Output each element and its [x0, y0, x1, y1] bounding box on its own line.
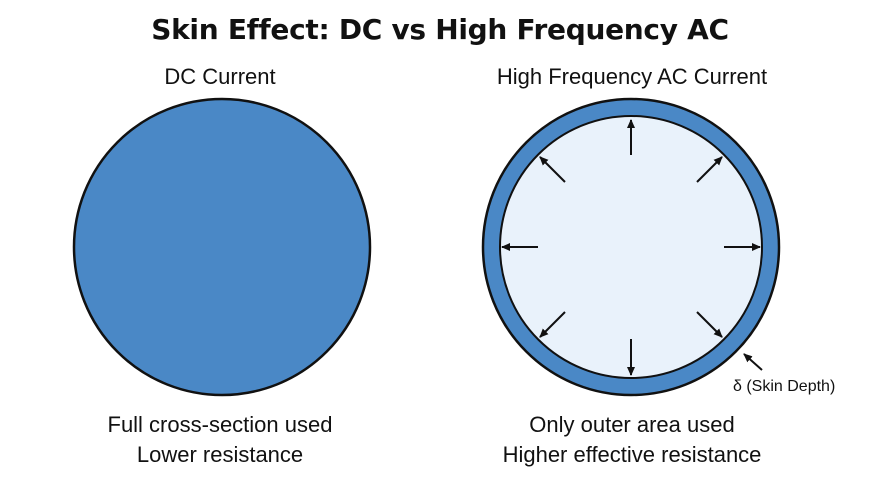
- ac-panel-title: High Frequency AC Current: [496, 64, 768, 89]
- ac-caption-line2: Higher effective resistance: [502, 442, 762, 467]
- dc-conductor-cross-section: [72, 97, 372, 397]
- ac-conductor-inner-region: [499, 115, 763, 379]
- outward-arrow-icon: [696, 156, 723, 183]
- page-title: Skin Effect: DC vs High Frequency AC: [151, 13, 729, 46]
- outward-arrow-icon: [696, 311, 723, 338]
- dc-caption-line2: Lower resistance: [136, 442, 304, 467]
- current-arrows: [501, 119, 761, 376]
- outward-arrow-icon: [539, 311, 566, 338]
- dc-panel-title: DC Current: [164, 64, 276, 89]
- skin-depth-pointer-icon: [743, 353, 763, 371]
- skin-depth-label: δ (Skin Depth): [733, 378, 835, 395]
- outward-arrow-icon: [539, 156, 566, 183]
- ac-caption-line1: Only outer area used: [529, 412, 735, 437]
- dc-caption-line1: Full cross-section used: [107, 412, 333, 437]
